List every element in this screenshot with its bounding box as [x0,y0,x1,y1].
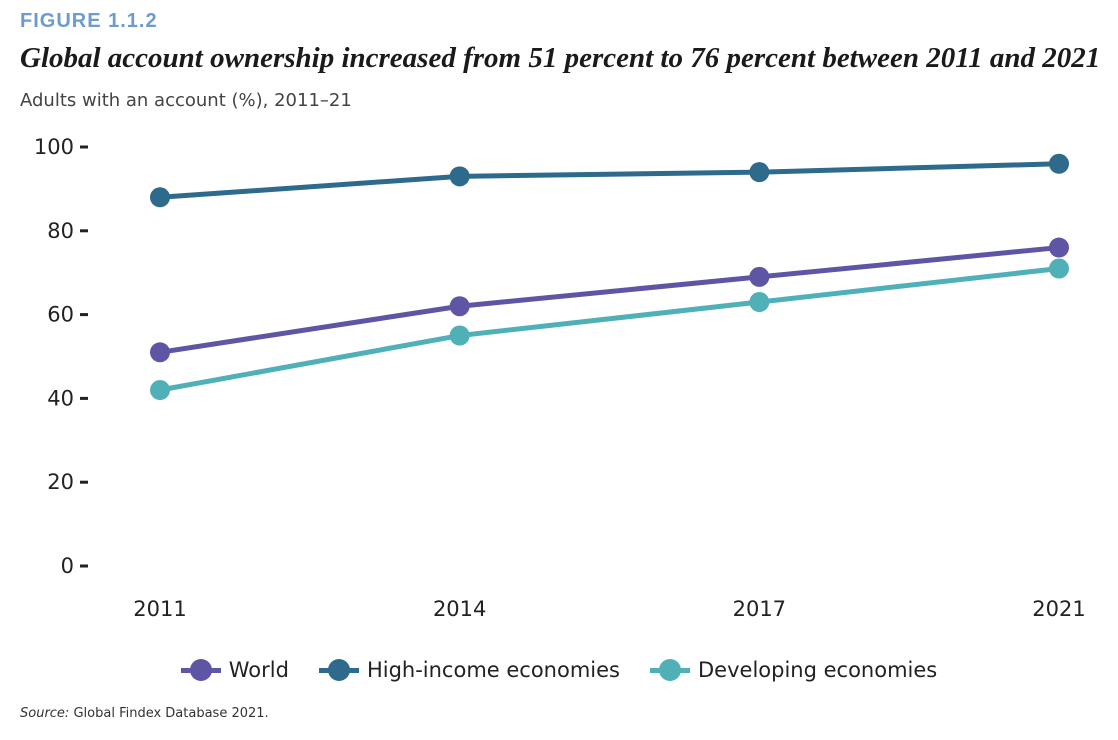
chart-subtitle: Adults with an account (%), 2011–21 [20,90,352,111]
source-note: Source: Global Findex Database 2021. [20,706,269,721]
data-point [749,292,770,313]
series-line-0 [159,245,1060,355]
x-tick-label: 2014 [433,597,486,621]
data-point [1049,153,1069,174]
data-point [749,162,770,183]
y-tick-label: 80 [47,219,74,243]
line-chart: 0 20 40 60 80 100 2011 2014 2017 2021 [34,135,1086,621]
x-tick-label: 2017 [733,597,786,621]
y-tick-label: 0 [61,554,74,578]
legend-label-world: World [228,658,289,682]
source-label: Source: [20,706,70,721]
figure-label: FIGURE 1.1.2 [20,10,158,32]
legend-swatch-high-income [318,658,359,682]
legend-swatch-developing [650,658,690,682]
data-point [1049,258,1069,279]
series-layer [150,153,1069,401]
data-point [1049,237,1069,258]
data-point [150,342,170,363]
data-point [449,325,470,346]
data-point [749,266,770,287]
legend-item-developing: Developing economies [650,658,937,682]
x-tick-label: 2011 [133,597,186,621]
legend-item-high-income: High-income economies [318,658,620,682]
source-text: Global Findex Database 2021. [73,706,269,721]
series-line-1 [159,161,1060,200]
legend-item-world: World [180,658,289,682]
series-line-2 [159,266,1060,393]
chart-title: Global account ownership increased from … [20,42,1101,74]
y-tick-label: 20 [47,470,74,494]
x-axis: 2011 2014 2017 2021 [133,597,1085,621]
y-tick-label: 100 [34,135,74,159]
data-point [449,296,470,317]
legend-dot-high-income [327,659,350,681]
data-point [150,380,170,401]
legend-swatch-world [180,658,221,682]
data-point [150,187,170,208]
legend-dot-developing [659,659,681,681]
data-point [449,166,470,187]
legend-label-developing: Developing economies [698,658,938,682]
y-tick-label: 60 [47,303,74,327]
legend-dot-world [189,659,212,681]
legend-label-high-income: High-income economies [366,658,620,682]
y-axis: 0 20 40 60 80 100 [34,135,88,578]
x-tick-label: 2021 [1032,597,1085,621]
y-tick-label: 40 [47,386,74,410]
legend: World High-income economies Developing e… [0,658,1118,682]
